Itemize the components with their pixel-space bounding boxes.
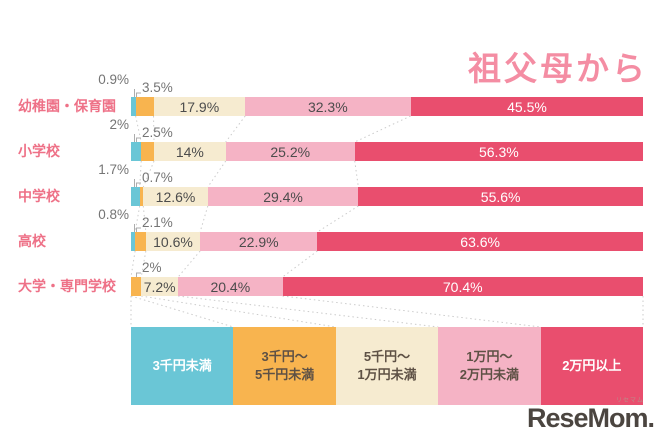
- segment-value-label: 45.5%: [507, 98, 547, 115]
- chart-title: 祖父母から: [468, 50, 648, 87]
- segment-value-label: 22.9%: [238, 233, 279, 250]
- legend-item-label: 5千円未満: [254, 367, 315, 382]
- bar-segment: 14%: [154, 142, 226, 161]
- stacked-bar: 7.2% 20.4% 70.4%: [131, 277, 643, 296]
- legend-item: 1万円〜 2万円未満: [438, 327, 541, 405]
- legend-item: 5千円〜 1万円未満: [335, 327, 439, 405]
- leader-line: [354, 160, 359, 188]
- legend: 3千円未満 3千円〜 5千円未満 5千円〜 1万円未満 1万円〜 2万円未満 2万円以上: [131, 327, 644, 405]
- leader-line: [135, 115, 142, 143]
- legend-item-label: 3千円未満: [152, 358, 212, 373]
- category-label: 幼稚園・保育園: [18, 98, 116, 114]
- legend-item-label: 1万円〜: [466, 349, 513, 364]
- leader-line: [130, 295, 234, 328]
- segment-value-label: 55.6%: [480, 188, 521, 205]
- legend-item: 2万円以上: [540, 327, 644, 405]
- segment-value-label: 10.6%: [153, 233, 193, 250]
- leader-line: [317, 205, 359, 233]
- leader-line: [199, 205, 209, 233]
- legend-item-label: 3千円〜: [261, 349, 308, 364]
- bar-segment: [135, 97, 154, 116]
- leader-line: [139, 160, 142, 188]
- segment-value-label: 25.2%: [270, 143, 311, 160]
- bar-segment: 55.6%: [358, 187, 643, 206]
- legend-item-label: 5千円〜: [363, 349, 411, 364]
- bar-segment: [135, 232, 146, 251]
- legend-item-label: 2万円以上: [562, 358, 622, 373]
- leader-line: [282, 250, 318, 278]
- bar-segment: 7.2%: [141, 277, 179, 296]
- segment-value-label: 56.3%: [478, 143, 519, 160]
- logo-kana-label: リセマム: [615, 398, 644, 404]
- category-label: 中学校: [18, 188, 60, 204]
- callout-value-label: 3.5%: [142, 80, 173, 95]
- stacked-bar: 10.6% 22.9% 63.6%: [131, 232, 643, 251]
- callout-value-label: 2%: [142, 260, 162, 275]
- stacked-bar: 14% 25.2% 56.3%: [131, 142, 643, 161]
- logo-text: ReseMom.: [526, 403, 655, 433]
- legend-item-label: 1万円未満: [357, 367, 417, 382]
- legend-item: 3千円未満: [131, 327, 234, 405]
- leader-line: [134, 205, 141, 233]
- bar-segment: 70.4%: [282, 277, 643, 296]
- segment-value-label: 70.4%: [442, 278, 483, 295]
- bar-segment: [131, 97, 136, 116]
- segment-value-label: 7.2%: [143, 278, 176, 295]
- bar-segment: [141, 142, 155, 161]
- legend-item-label: 2万円未満: [459, 367, 520, 382]
- segment-value-label: 17.9%: [179, 98, 220, 115]
- stacked-bar: 17.9% 32.3% 45.5%: [131, 97, 643, 116]
- category-label: 小学校: [18, 143, 60, 159]
- leader-line: [141, 295, 336, 328]
- stacked-bar: 12.6% 29.4% 55.6%: [131, 187, 643, 206]
- leader-line: [177, 250, 201, 278]
- bar-segment: 20.4%: [178, 277, 283, 296]
- callout-value-label: 0.8%: [98, 207, 129, 222]
- resemom-logo: リセマム ReseMom.: [526, 398, 655, 433]
- bar-segment: [131, 232, 136, 251]
- bar-segment: 56.3%: [354, 142, 643, 161]
- bar-segment: 17.9%: [153, 97, 246, 116]
- bar-segment: [131, 142, 142, 161]
- category-label: 高校: [18, 233, 46, 249]
- leader-line: [354, 115, 411, 143]
- bar-segment: 29.4%: [207, 187, 359, 206]
- callout-value-label: 0.9%: [98, 72, 129, 87]
- segment-value-label: 14%: [175, 143, 204, 160]
- segment-value-label: 32.3%: [307, 98, 348, 115]
- leader-line: [130, 250, 136, 278]
- bar-segment: 32.3%: [245, 97, 411, 116]
- bar-segment: 12.6%: [143, 187, 208, 206]
- callout-value-label: 2.5%: [142, 125, 173, 140]
- callout-value-label: 2%: [109, 117, 129, 132]
- leader-line: [282, 295, 541, 328]
- callout-value-label: 1.7%: [98, 162, 129, 177]
- callout-value-label: 0.7%: [142, 170, 173, 185]
- bar-segment: 45.5%: [410, 97, 643, 116]
- category-label: 大学・専門学校: [18, 278, 116, 294]
- segment-value-label: 12.6%: [155, 188, 196, 205]
- bar-segment: [131, 277, 142, 296]
- bar-segment: 63.6%: [317, 232, 643, 251]
- bar-segment: 10.6%: [145, 232, 201, 251]
- segment-value-label: 29.4%: [263, 188, 303, 205]
- bar-segment: [131, 187, 140, 206]
- bar-segment: [139, 187, 144, 206]
- leader-line: [178, 295, 439, 328]
- leader-line: [225, 115, 246, 143]
- segment-value-label: 63.6%: [460, 233, 500, 250]
- segment-value-label: 20.4%: [210, 278, 251, 295]
- legend-item: 3千円〜 5千円未満: [233, 327, 336, 405]
- bar-segment: 22.9%: [200, 232, 318, 251]
- callout-value-label: 2.1%: [142, 215, 173, 230]
- bar-segment: 25.2%: [225, 142, 355, 161]
- leader-line: [207, 160, 227, 188]
